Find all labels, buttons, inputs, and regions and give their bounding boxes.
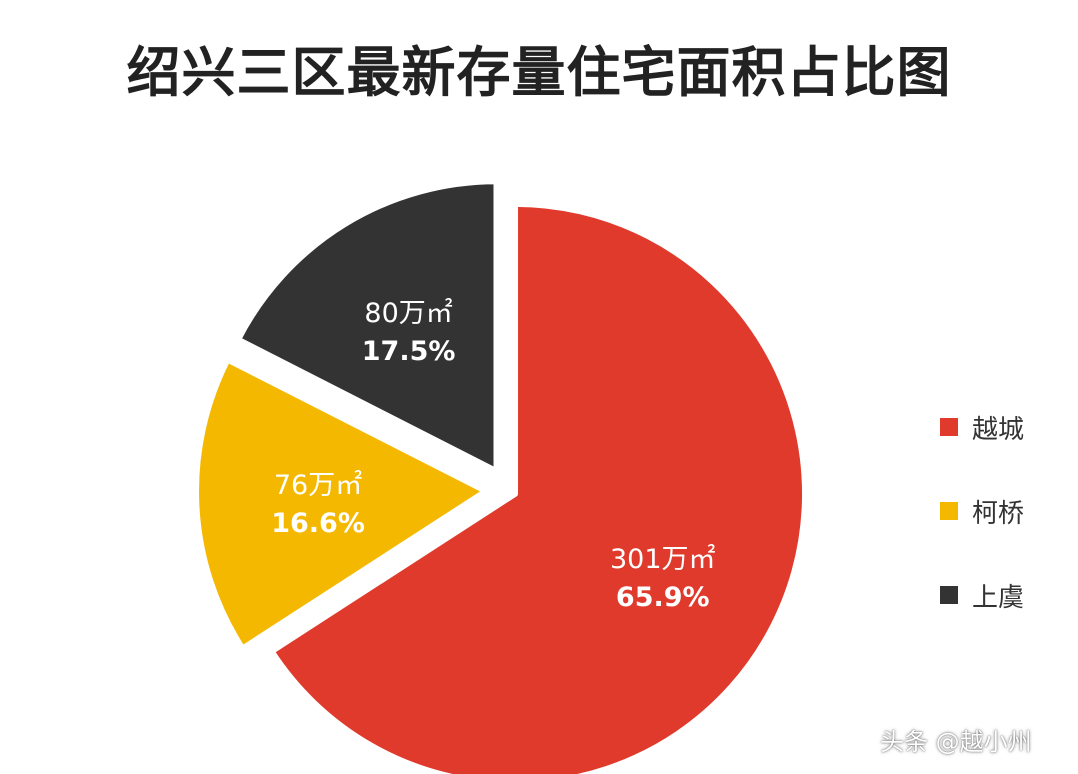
pie-slice-yuecheng [268, 200, 809, 774]
legend-item-shangyu: 上虞 [940, 553, 1024, 637]
legend-swatch-shangyu [940, 586, 958, 604]
watermark: 头条 @越小州 [880, 728, 1032, 756]
percent-label-yuecheng: 65.9% [616, 582, 710, 613]
chart-title: 绍兴三区最新存量住宅面积占比图 [126, 41, 952, 104]
percent-label-shangyu: 17.5% [362, 336, 456, 367]
value-label-shangyu: 80万㎡ [364, 298, 452, 329]
pie-slice-shangyu [235, 178, 500, 475]
legend-item-keqiao: 柯桥 [940, 469, 1024, 553]
pie-slice-keqiao [193, 356, 490, 652]
legend-swatch-yuecheng [940, 418, 958, 436]
percent-label-keqiao: 16.6% [271, 508, 365, 539]
legend-item-yuecheng: 越城 [940, 385, 1024, 469]
legend-label-keqiao: 柯桥 [972, 498, 1025, 529]
value-label-keqiao: 76万㎡ [274, 470, 362, 501]
legend-swatch-keqiao [940, 502, 958, 520]
legend-label-yuecheng: 越城 [972, 414, 1025, 445]
value-label-yuecheng: 301万㎡ [610, 544, 716, 575]
legend: 越城 柯桥 上虞 [940, 385, 1024, 637]
legend-label-shangyu: 上虞 [972, 582, 1025, 613]
